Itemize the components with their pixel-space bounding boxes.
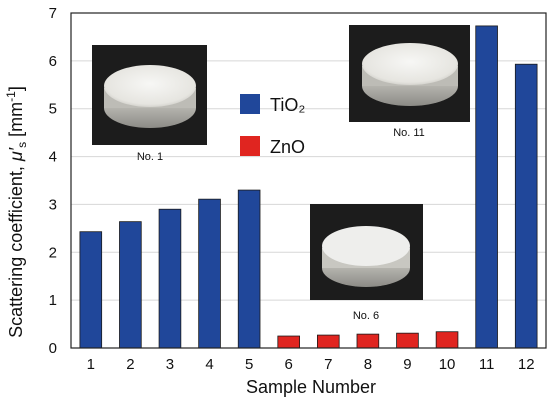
y-tick-label: 3	[49, 196, 57, 213]
y-tick-label: 2	[49, 244, 57, 261]
sample-disk-top	[322, 226, 410, 266]
bar-tio2-sample-3	[158, 208, 182, 349]
y-axis-title-unit: [mm	[6, 102, 26, 142]
y-tick-label: 0	[49, 340, 57, 357]
bar-tio2-sample-1	[79, 231, 103, 349]
y-tick-label: 1	[49, 292, 57, 309]
inset-caption-no1: No. 1	[137, 151, 163, 163]
bars	[79, 25, 538, 349]
x-tick-label: 8	[364, 356, 372, 373]
x-tick-label: 9	[403, 356, 411, 373]
x-tick-labels: 1 2 3 4 5 6 7 8 9 10 11 12	[87, 356, 535, 373]
legend-label-zno: ZnO	[270, 137, 305, 157]
x-tick-label: 12	[518, 356, 535, 373]
inset-photo-no1	[92, 45, 207, 145]
bar-zno-sample-9	[396, 332, 419, 349]
inset-photo-no11	[349, 25, 470, 122]
x-tick-label: 6	[285, 356, 293, 373]
inset-caption-no11: No. 11	[393, 127, 425, 139]
plot-frame	[70, 12, 547, 349]
x-tick-label: 11	[479, 356, 495, 373]
y-tick-label: 6	[49, 53, 57, 70]
bar-zno-sample-10	[435, 331, 459, 349]
sample-disk-top	[362, 43, 458, 85]
bar-tio2-sample-2	[119, 221, 142, 349]
bar-tio2-sample-4	[198, 198, 221, 349]
bar-zno-sample-7	[317, 334, 340, 349]
y-axis-title: Scattering coefficient, μ′s [mm-1]	[4, 86, 29, 338]
y-axis-title-main: Scattering coefficient,	[6, 161, 26, 338]
y-tick-label: 5	[49, 101, 57, 118]
inset-caption-no6: No. 6	[353, 310, 379, 322]
x-axis-title: Sample Number	[246, 377, 376, 397]
x-tick-label: 7	[324, 356, 332, 373]
x-tick-label: 4	[205, 356, 213, 373]
bar-tio2-sample-5	[237, 189, 261, 349]
y-axis-title-symbol: μ′	[6, 147, 26, 162]
y-axis-title-close: ]	[6, 86, 26, 91]
bar-tio2-sample-12	[514, 63, 538, 349]
legend-swatch-tio2	[240, 94, 260, 114]
x-tick-label: 1	[87, 356, 95, 373]
bar-zno-sample-8	[356, 333, 380, 349]
bar-zno-sample-6	[277, 335, 300, 349]
y-tick-label: 7	[49, 5, 57, 22]
x-tick-label: 10	[439, 356, 456, 373]
y-tick-label: 4	[49, 149, 57, 166]
x-tick-label: 3	[166, 356, 174, 373]
y-axis-title-unit-exp: -1	[4, 91, 18, 102]
legend: TiO₂ ZnO	[240, 94, 305, 157]
y-axis-title-sub: s	[15, 142, 29, 148]
x-tick-label: 5	[245, 356, 253, 373]
sample-disk-top	[104, 65, 196, 107]
legend-swatch-zno	[240, 136, 260, 156]
x-tick-label: 2	[126, 356, 134, 373]
bar-tio2-sample-11	[475, 25, 498, 349]
y-tick-labels: 0 1 2 3 4 5 6 7	[49, 5, 57, 357]
inset-photo-no6	[310, 204, 423, 300]
legend-label-tio2: TiO₂	[270, 95, 305, 115]
